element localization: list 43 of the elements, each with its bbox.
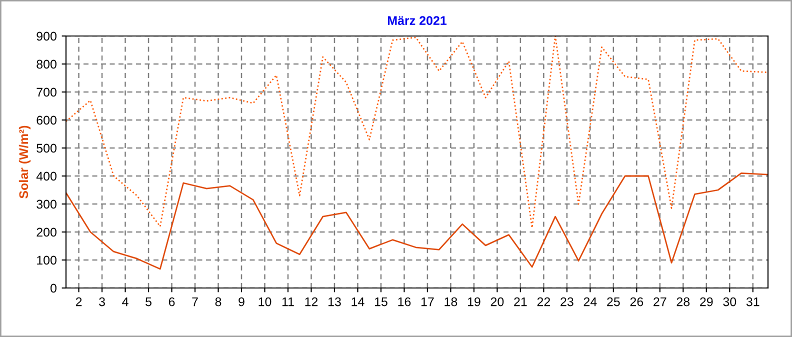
x-tick-label: 18 — [444, 297, 458, 306]
x-tick-label: 6 — [168, 297, 175, 306]
y-axis-title: Solar (W/m²) — [18, 126, 31, 198]
x-tick-label: 26 — [630, 297, 644, 306]
x-tick-label: 15 — [374, 297, 388, 306]
x-tick-label: 7 — [192, 297, 198, 306]
y-tick-label: 0 — [50, 284, 56, 293]
x-tick-label: 19 — [468, 297, 480, 306]
x-tick-label: 13 — [328, 297, 341, 306]
x-tick-label: 22 — [537, 297, 550, 306]
x-tick-label: 31 — [746, 297, 760, 306]
y-tick-label: 300 — [36, 200, 56, 209]
x-tick-label: 25 — [607, 297, 620, 306]
line-series — [66, 172, 768, 270]
x-tick-label: 23 — [560, 297, 574, 306]
x-tick-label: 24 — [584, 297, 597, 306]
x-tick-label: 10 — [258, 297, 272, 306]
x-tick-label: 3 — [99, 297, 105, 306]
y-tick-label: 600 — [36, 116, 56, 125]
x-tick-label: 8 — [215, 297, 222, 306]
x-tick-label: 27 — [654, 297, 666, 306]
x-tick-label: 21 — [514, 297, 527, 306]
chart-title: März 2021 — [388, 16, 447, 26]
x-tick-label: 12 — [305, 297, 318, 306]
y-tick-label: 900 — [36, 32, 56, 41]
y-tick-label: 500 — [36, 144, 56, 153]
x-tick-label: 30 — [723, 297, 736, 306]
y-tick-label: 200 — [36, 228, 56, 237]
x-tick-label: 9 — [238, 297, 244, 306]
x-tick-label: 2 — [76, 297, 82, 306]
y-tick-label: 800 — [36, 60, 56, 69]
x-tick-label: 4 — [122, 297, 128, 306]
x-tick-label: 20 — [490, 297, 504, 306]
y-tick-label: 700 — [36, 88, 56, 97]
x-tick-label: 14 — [352, 297, 364, 306]
y-tick-label: 400 — [36, 172, 56, 181]
x-tick-label: 16 — [398, 297, 411, 306]
x-tick-label: 28 — [676, 297, 690, 306]
x-tick-label: 17 — [421, 297, 434, 306]
y-tick-label: 100 — [37, 256, 56, 265]
x-tick-label: 11 — [282, 297, 294, 306]
x-tick-label: 5 — [146, 297, 152, 306]
x-tick-label: 29 — [700, 297, 713, 306]
